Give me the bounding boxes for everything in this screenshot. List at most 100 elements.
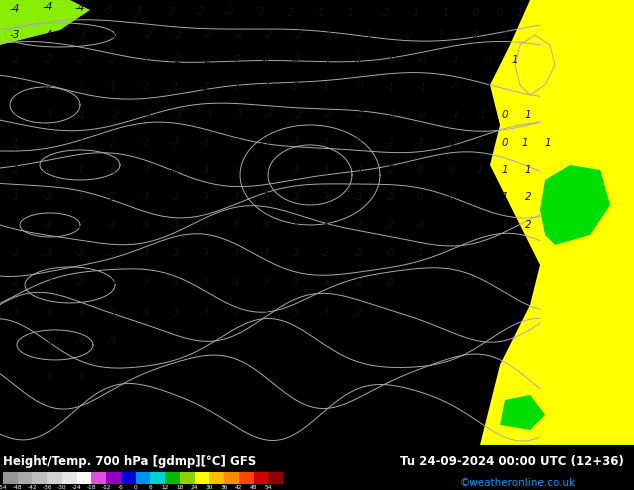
Text: -2: -2 [233, 30, 243, 40]
Text: -24: -24 [72, 485, 82, 490]
Text: -18: -18 [87, 485, 96, 490]
Text: -2: -2 [255, 7, 265, 17]
Text: -6: -6 [118, 485, 124, 490]
Text: -54: -54 [0, 485, 8, 490]
Text: -2: -2 [380, 8, 390, 18]
Text: -0: -0 [387, 55, 397, 65]
Text: -3: -3 [290, 248, 300, 258]
Text: -36: -36 [42, 485, 52, 490]
Text: -5: -5 [260, 138, 270, 148]
Bar [239, 472, 254, 484]
Bar [165, 472, 180, 484]
Text: -3: -3 [320, 278, 330, 288]
Text: 1: 1 [417, 248, 424, 258]
Text: -2: -2 [385, 165, 395, 175]
Text: -1: -1 [483, 82, 493, 92]
Text: -3: -3 [75, 338, 85, 348]
Text: -4: -4 [75, 3, 85, 13]
Text: -3: -3 [353, 165, 363, 175]
Text: -0: -0 [447, 138, 457, 148]
Text: -2: -2 [75, 220, 85, 230]
Text: -2: -2 [285, 8, 295, 18]
Text: 54: 54 [264, 485, 272, 490]
Text: -2: -2 [140, 138, 150, 148]
Text: -3: -3 [290, 278, 300, 288]
Text: 0: 0 [496, 8, 503, 18]
Text: 1: 1 [517, 8, 523, 18]
Text: -2: -2 [143, 30, 153, 40]
Text: -2: -2 [353, 220, 363, 230]
Text: -2: -2 [202, 55, 212, 65]
Text: -2: -2 [10, 110, 20, 120]
Text: -1: -1 [10, 165, 20, 175]
Bar [91, 472, 106, 484]
Text: 0: 0 [449, 165, 455, 175]
Text: 1: 1 [525, 165, 531, 175]
Text: -3: -3 [260, 220, 270, 230]
Text: -1: -1 [363, 30, 373, 40]
Text: -0: -0 [403, 30, 413, 40]
Text: -2: -2 [43, 220, 53, 230]
Text: -2: -2 [290, 82, 300, 92]
Text: -3: -3 [43, 248, 53, 258]
Text: -3: -3 [170, 138, 180, 148]
Bar [224, 472, 239, 484]
Text: -2: -2 [173, 30, 183, 40]
Text: 0: 0 [357, 82, 363, 92]
Text: 42: 42 [235, 485, 243, 490]
Bar [32, 472, 47, 484]
Text: 1: 1 [501, 192, 508, 202]
Text: -2: -2 [353, 138, 363, 148]
Text: -2: -2 [107, 192, 117, 202]
Text: -2: -2 [10, 278, 20, 288]
Text: -3: -3 [203, 110, 213, 120]
Text: 6: 6 [148, 485, 152, 490]
Text: -1: -1 [477, 110, 487, 120]
Text: Height/Temp. 700 hPa [gdmp][°C] GFS: Height/Temp. 700 hPa [gdmp][°C] GFS [3, 455, 256, 468]
Text: -3: -3 [173, 110, 183, 120]
Text: -3: -3 [43, 278, 53, 288]
Text: -3: -3 [260, 165, 270, 175]
Text: -2: -2 [385, 220, 395, 230]
Text: -2: -2 [323, 110, 333, 120]
Bar [209, 472, 224, 484]
Text: -3: -3 [10, 308, 20, 318]
Text: 1: 1 [477, 165, 483, 175]
Text: -2: -2 [230, 82, 240, 92]
Polygon shape [480, 0, 634, 445]
Text: -2: -2 [385, 138, 395, 148]
Text: -2: -2 [320, 138, 330, 148]
Text: -3: -3 [320, 192, 330, 202]
Text: -1: -1 [315, 8, 325, 18]
Text: -3: -3 [260, 82, 270, 92]
Text: 12: 12 [162, 485, 169, 490]
Text: -3: -3 [290, 138, 300, 148]
Text: -3: -3 [230, 192, 240, 202]
Polygon shape [500, 395, 545, 430]
Text: -1: -1 [75, 192, 85, 202]
Text: -2: -2 [10, 55, 20, 65]
Text: -3: -3 [133, 6, 143, 16]
Text: -1: -1 [450, 55, 460, 65]
Text: -3: -3 [320, 220, 330, 230]
Text: -3: -3 [107, 338, 117, 348]
Text: -3: -3 [140, 278, 150, 288]
Text: -3: -3 [170, 220, 180, 230]
Text: -3: -3 [140, 192, 150, 202]
Text: -2: -2 [293, 110, 303, 120]
Text: -3: -3 [200, 165, 210, 175]
Text: -30: -30 [57, 485, 67, 490]
Text: -0: -0 [415, 220, 425, 230]
Text: -2: -2 [75, 278, 85, 288]
Text: -3: -3 [320, 165, 330, 175]
Text: -3: -3 [290, 165, 300, 175]
Text: -3: -3 [353, 192, 363, 202]
Text: -4: -4 [230, 138, 240, 148]
Text: -3: -3 [200, 138, 210, 148]
Text: -2: -2 [43, 138, 53, 148]
Text: 0: 0 [417, 192, 424, 202]
Text: -2: -2 [263, 30, 273, 40]
Text: 1: 1 [512, 55, 519, 65]
Bar [180, 472, 195, 484]
Text: -3: -3 [140, 220, 150, 230]
